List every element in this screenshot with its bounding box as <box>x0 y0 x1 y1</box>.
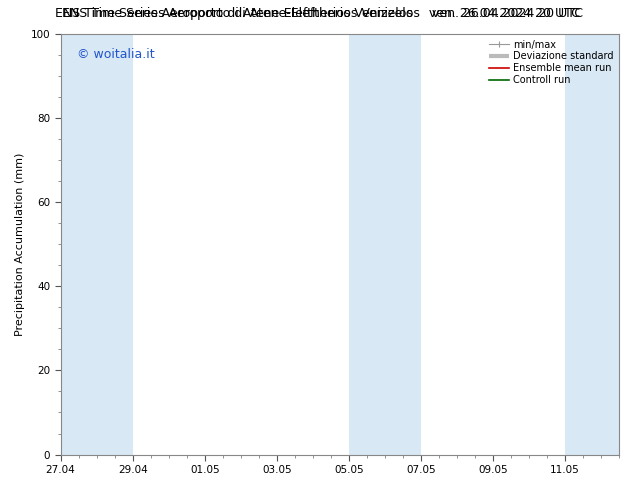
Bar <box>349 34 421 455</box>
Bar <box>61 34 133 455</box>
Text: ENS Time Series Aeroporto di Atene-Eleftherios Venizelos    ven. 26.04.2024 20 U: ENS Time Series Aeroporto di Atene-Eleft… <box>55 7 579 21</box>
Y-axis label: Precipitation Accumulation (mm): Precipitation Accumulation (mm) <box>15 152 25 336</box>
Legend: min/max, Deviazione standard, Ensemble mean run, Controll run: min/max, Deviazione standard, Ensemble m… <box>486 37 616 88</box>
Text: © woitalia.it: © woitalia.it <box>77 49 155 61</box>
Text: ENS Time Series Aeroporto di Atene-Eleftherios Venizelos: ENS Time Series Aeroporto di Atene-Eleft… <box>62 7 420 21</box>
Bar <box>565 34 619 455</box>
Text: ven. 26.04.2024 20 UTC: ven. 26.04.2024 20 UTC <box>432 7 583 21</box>
